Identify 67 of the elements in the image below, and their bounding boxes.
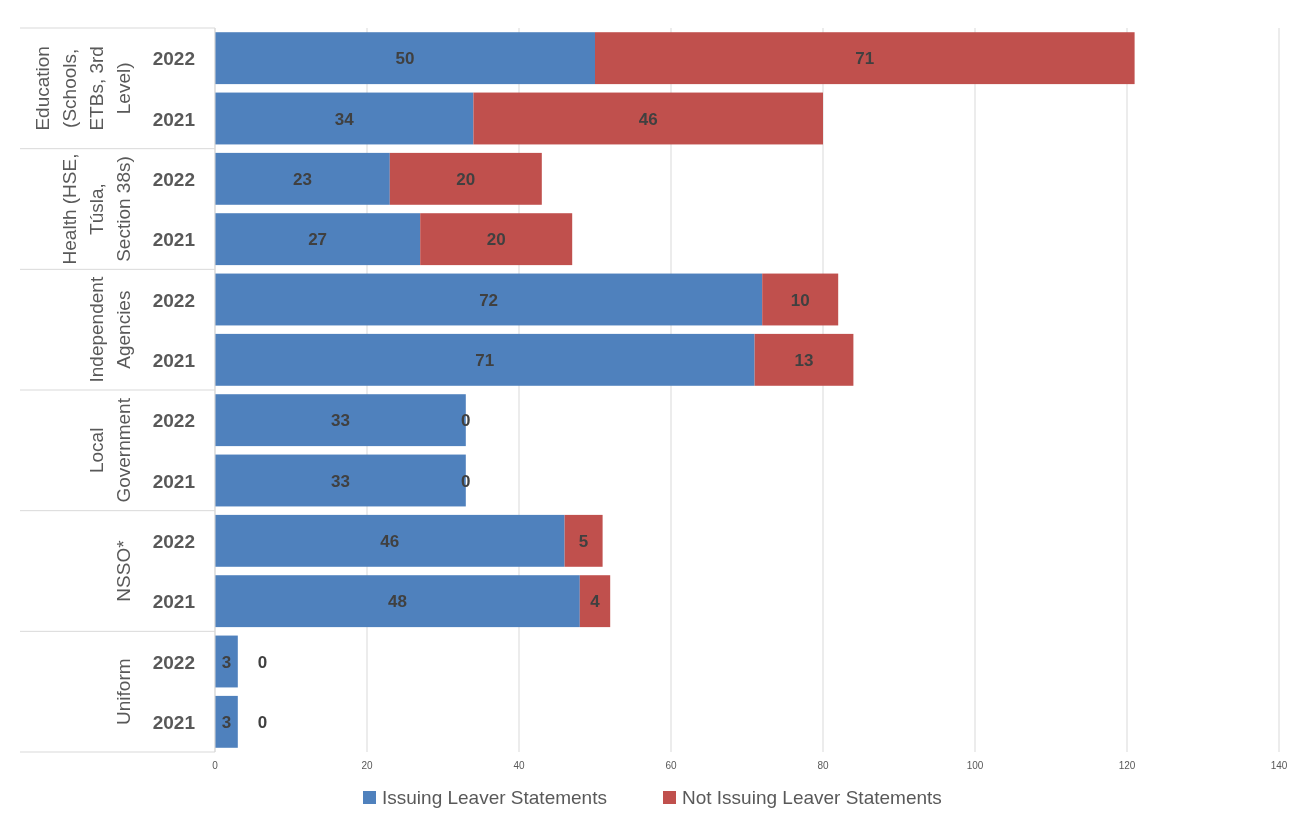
y-tick-label: 2022: [152, 410, 195, 432]
bar: [215, 514, 565, 567]
data-label: 46: [380, 531, 400, 551]
bar: [564, 514, 603, 567]
data-label: 50: [395, 49, 415, 69]
bar: [420, 213, 573, 266]
y-tick-label: 2021: [152, 229, 196, 251]
y-tick-label: 2022: [152, 48, 195, 70]
bar: [215, 695, 238, 748]
bar: [389, 152, 542, 205]
data-label: 46: [638, 109, 658, 129]
bar: [579, 575, 611, 628]
data-label: 20: [456, 169, 476, 189]
bar: [215, 273, 763, 326]
y-tick-label: 2021: [152, 591, 196, 613]
bar: [595, 32, 1135, 85]
data-label: 71: [855, 49, 875, 69]
legend-label: Not Issuing Leaver Statements: [682, 787, 942, 808]
bar: [473, 92, 823, 145]
bar: [215, 152, 390, 205]
data-label: 72: [479, 290, 499, 310]
data-label: 23: [292, 169, 312, 189]
x-tick-label: 140: [1270, 760, 1288, 771]
text: Independent Agencies: [86, 276, 134, 383]
data-label: 33: [330, 471, 350, 491]
x-tick-label: 60: [665, 760, 677, 771]
data-label: 0: [257, 652, 268, 672]
y-tick-label: 2021: [152, 711, 196, 733]
x-tick-label: 20: [361, 760, 373, 771]
y-tick-label: 2021: [152, 349, 196, 371]
legend-label: Issuing Leaver Statements: [382, 787, 607, 808]
data-label: 71: [475, 350, 495, 370]
y-tick-label: 2021: [152, 470, 196, 492]
x-tick-label: 0: [212, 760, 219, 771]
data-label: 5: [578, 531, 589, 551]
data-label: 3: [221, 652, 232, 672]
bar: [754, 333, 854, 386]
y-tick-label: 2022: [152, 168, 195, 190]
data-label: 3: [221, 712, 232, 732]
data-label: 48: [387, 592, 407, 612]
y-tick-label: 2022: [152, 289, 195, 311]
data-label: 34: [334, 109, 355, 129]
x-tick-label: 120: [1118, 760, 1136, 771]
bar: [215, 333, 755, 386]
data-label: 13: [794, 350, 814, 370]
data-label: 10: [790, 290, 810, 310]
bar: [215, 32, 595, 85]
y-tick-label: 2022: [152, 651, 195, 673]
data-label: 27: [308, 230, 328, 250]
bar: [215, 213, 421, 266]
bar: [762, 273, 839, 326]
data-label: 20: [486, 230, 506, 250]
text: Education (Schools, ETBs, 3rd Level): [32, 46, 134, 131]
y-tick-label: 2021: [152, 108, 196, 130]
x-tick-label: 100: [966, 760, 984, 771]
x-tick-label: 80: [817, 760, 829, 771]
y-tick-label: 2022: [152, 530, 195, 552]
text: Local Government: [86, 397, 134, 503]
x-tick-label: 40: [513, 760, 525, 771]
bar: [215, 575, 580, 628]
text: NSSO*: [113, 539, 134, 602]
bar: [215, 92, 474, 145]
data-label: 33: [330, 411, 350, 431]
data-label: 0: [257, 712, 268, 732]
text: Uniform: [113, 658, 134, 725]
data-label: 4: [590, 592, 601, 612]
text: Health (HSE, Túsla, Section 38s): [59, 153, 134, 265]
